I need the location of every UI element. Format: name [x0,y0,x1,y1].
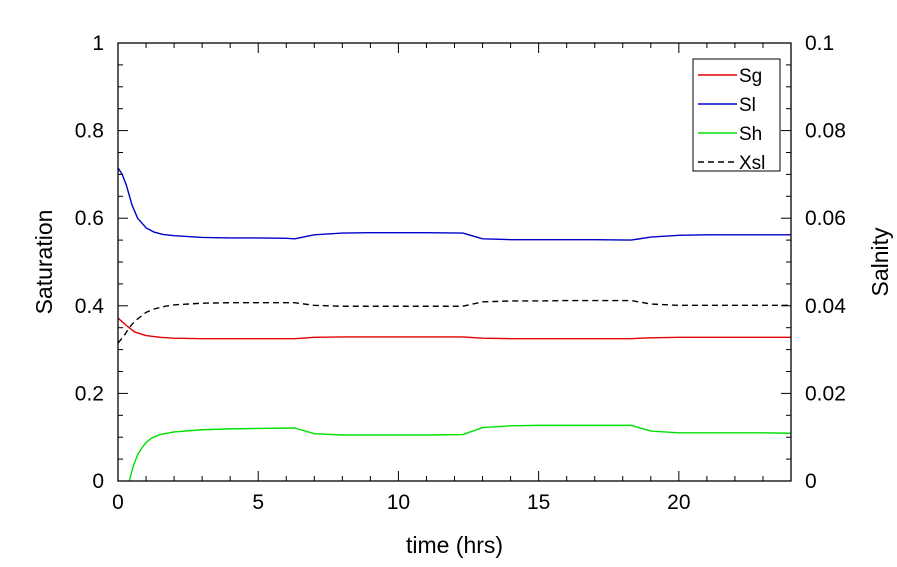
legend-box [692,58,781,172]
y-tick-label: 0 [92,470,104,493]
legend-label-sl: Sl [739,95,756,116]
y2-tick-label: 0.1 [805,32,834,55]
x-tick-label: 10 [387,491,410,514]
plot-frame [117,42,792,482]
legend-label-sg: Sg [739,66,762,87]
x-tick-label: 15 [527,491,550,514]
x-axis-title: time (hrs) [406,532,503,558]
y2-tick-label: 0.02 [805,382,846,405]
y-tick-label: 0.8 [75,120,104,143]
y2-tick-label: 0.08 [805,120,846,143]
legend: Sg Sl Sh Xsl [692,58,781,174]
y2-tick-label: 0.06 [805,207,846,230]
x-tick-label: 0 [112,491,124,514]
series-line-xsl [117,299,791,344]
series-line-sl [117,167,791,241]
x-tick-label: 5 [252,491,264,514]
series-line-sg [117,317,791,340]
x-tick-label: 20 [667,491,690,514]
legend-label-xsl: Xsl [739,153,765,174]
y2-axis-title: Salnity [867,227,893,297]
y-tick-label: 1 [92,32,104,55]
y-tick-label: 0.6 [75,207,104,230]
y-tick-label: 0.2 [75,382,104,405]
y-axis-title: Saturation [31,210,57,315]
series-line-sh [128,424,792,482]
y-tick-label: 0.4 [75,295,105,318]
series-group [117,167,792,482]
y2-tick-label: 0 [805,470,817,493]
axes-group: 0 5 10 15 2000.20.40.60.8100.020.040.060.080… [75,32,846,514]
y2-tick-label: 0.04 [805,295,846,318]
legend-label-sh: Sh [739,124,762,145]
